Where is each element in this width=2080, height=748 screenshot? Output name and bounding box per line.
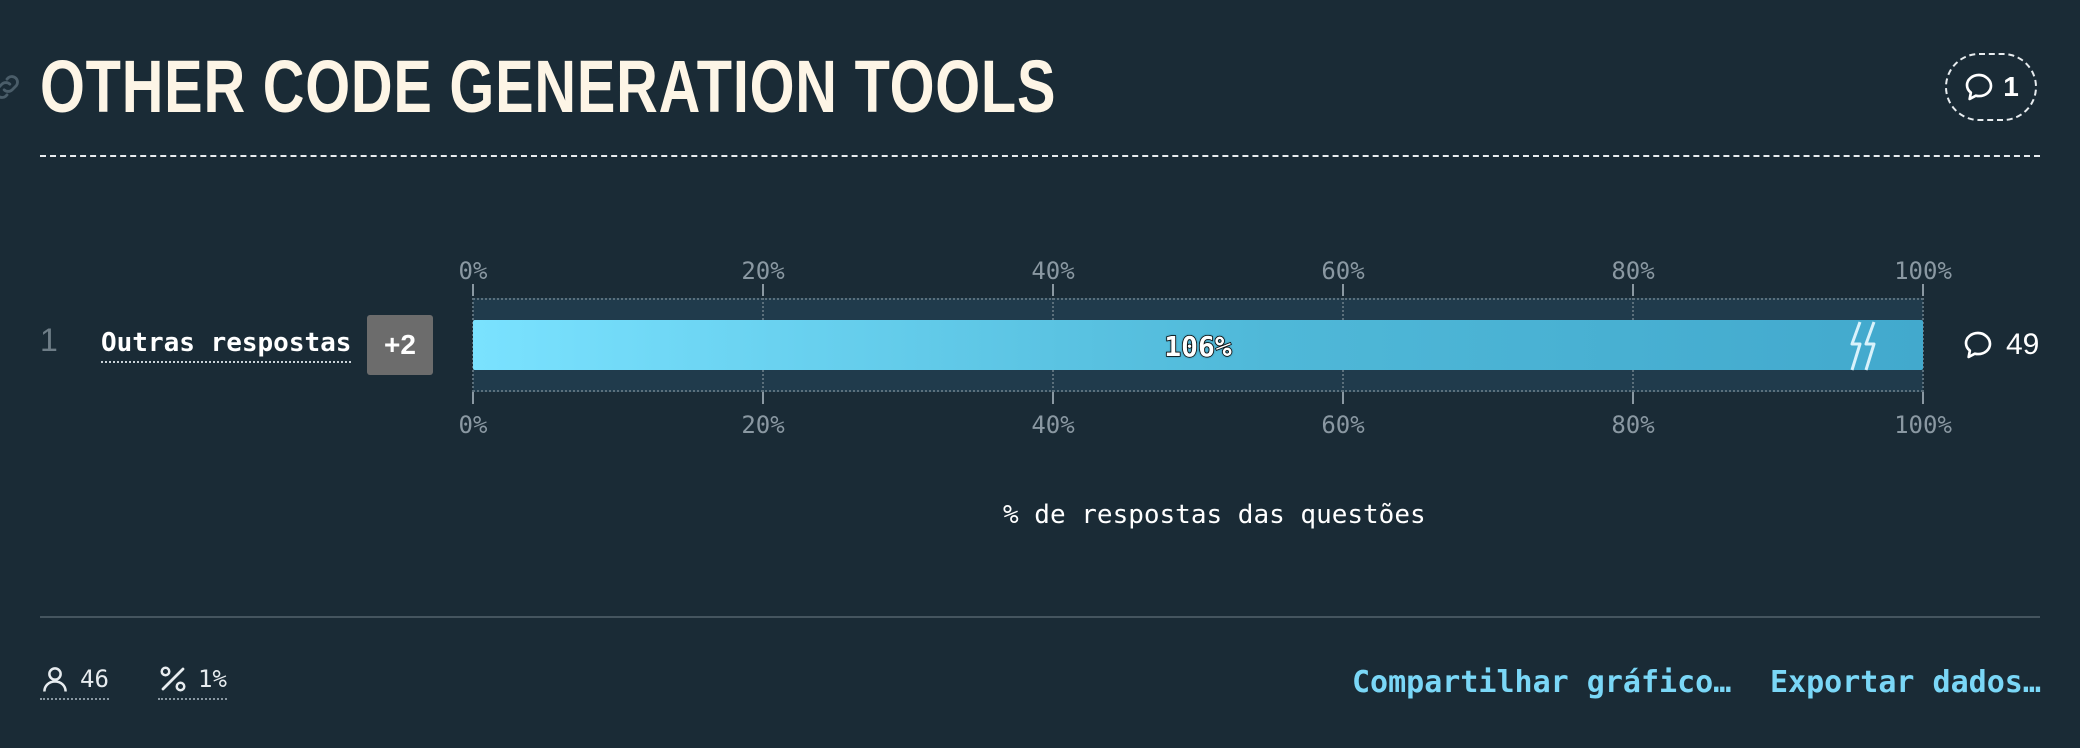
x-tick-label: 60%: [1321, 257, 1365, 285]
x-tick-mark: [1922, 392, 1924, 404]
x-tick-label: 60%: [1321, 411, 1365, 439]
x-tick-mark: [1632, 392, 1634, 404]
row-comments-button[interactable]: 49: [1962, 328, 2039, 362]
bar-break-icon: [1850, 321, 1876, 371]
x-tick-mark: [1342, 392, 1344, 404]
respondents-count: 46: [80, 665, 109, 693]
user-icon: [43, 667, 67, 692]
x-tick-label: 20%: [741, 257, 785, 285]
grid-line: [1922, 298, 1924, 392]
bar-outras-respostas[interactable]: [473, 320, 1923, 370]
title-divider: [40, 155, 2040, 157]
x-tick-mark: [1052, 284, 1054, 296]
share-chart-link[interactable]: Compartilhar gráfico…: [1352, 665, 1732, 700]
x-tick-mark: [1922, 284, 1924, 296]
percent-icon: [160, 666, 186, 692]
bar-value-label: 106%: [1164, 329, 1233, 364]
x-tick-mark: [1342, 284, 1344, 296]
percent-stat[interactable]: 1%: [158, 664, 227, 700]
more-items-badge[interactable]: +2: [367, 315, 433, 375]
x-tick-label: 80%: [1611, 411, 1655, 439]
row-rank: 1: [40, 322, 58, 358]
x-tick-mark: [472, 284, 474, 296]
x-tick-label: 0%: [458, 257, 488, 285]
x-tick-label: 40%: [1031, 257, 1075, 285]
x-tick-mark: [762, 284, 764, 296]
row-comment-count: 49: [2006, 328, 2040, 361]
export-data-link[interactable]: Exportar dados…: [1770, 665, 2041, 700]
x-tick-label: 20%: [741, 411, 785, 439]
title-comments-button[interactable]: 1: [1945, 53, 2037, 121]
x-tick-label: 100%: [1894, 411, 1952, 439]
x-axis-label: % de respostas das questões: [1003, 500, 1426, 530]
respondents-stat[interactable]: 46: [40, 664, 109, 700]
page-title: OTHER CODE GENERATION TOOLS: [40, 45, 1057, 128]
x-tick-mark: [1052, 392, 1054, 404]
x-tick-label: 0%: [458, 411, 488, 439]
row-label[interactable]: Outras respostas: [101, 328, 352, 363]
x-tick-mark: [472, 392, 474, 404]
x-tick-label: 100%: [1894, 257, 1952, 285]
x-tick-label: 80%: [1611, 257, 1655, 285]
x-tick-label: 40%: [1031, 411, 1075, 439]
x-tick-mark: [762, 392, 764, 404]
x-tick-mark: [1632, 284, 1634, 296]
percent-value: 1%: [198, 665, 227, 693]
link-icon[interactable]: [0, 70, 24, 104]
comment-bubble-icon: [1964, 331, 1992, 359]
title-comment-count: 1: [2003, 71, 2019, 102]
comment-bubble-icon: [1965, 73, 1993, 101]
footer-divider: [40, 616, 2040, 618]
